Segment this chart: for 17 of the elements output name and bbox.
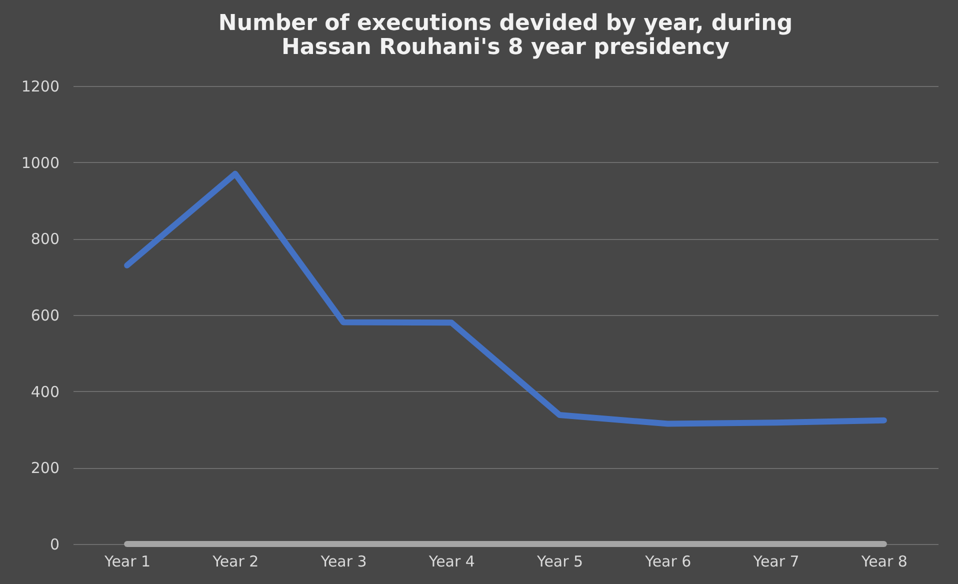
x-tick-label: Year 2 — [212, 552, 259, 570]
x-tick-label: Year 4 — [428, 552, 475, 570]
x-tick-label: Year 5 — [536, 552, 584, 570]
y-tick-label: 1000 — [21, 154, 60, 172]
y-tick-label: 1200 — [21, 78, 60, 96]
x-tick-label: Year 1 — [104, 552, 151, 570]
y-tick-label: 600 — [30, 306, 60, 324]
y-tick-label: 400 — [30, 382, 60, 401]
x-tick-label: Year 8 — [860, 552, 908, 570]
text: Number of executions devided by year, during — [218, 11, 793, 36]
x-tick-label: Year 7 — [752, 552, 800, 570]
x-tick-label: Year 3 — [320, 552, 367, 570]
text: Hassan Rouhani's 8 year presidency — [282, 35, 730, 60]
y-tick-label: 0 — [50, 536, 60, 554]
x-tick-label: Year 6 — [644, 552, 692, 570]
y-tick-label: 800 — [30, 230, 60, 248]
y-tick-label: 200 — [30, 459, 60, 478]
